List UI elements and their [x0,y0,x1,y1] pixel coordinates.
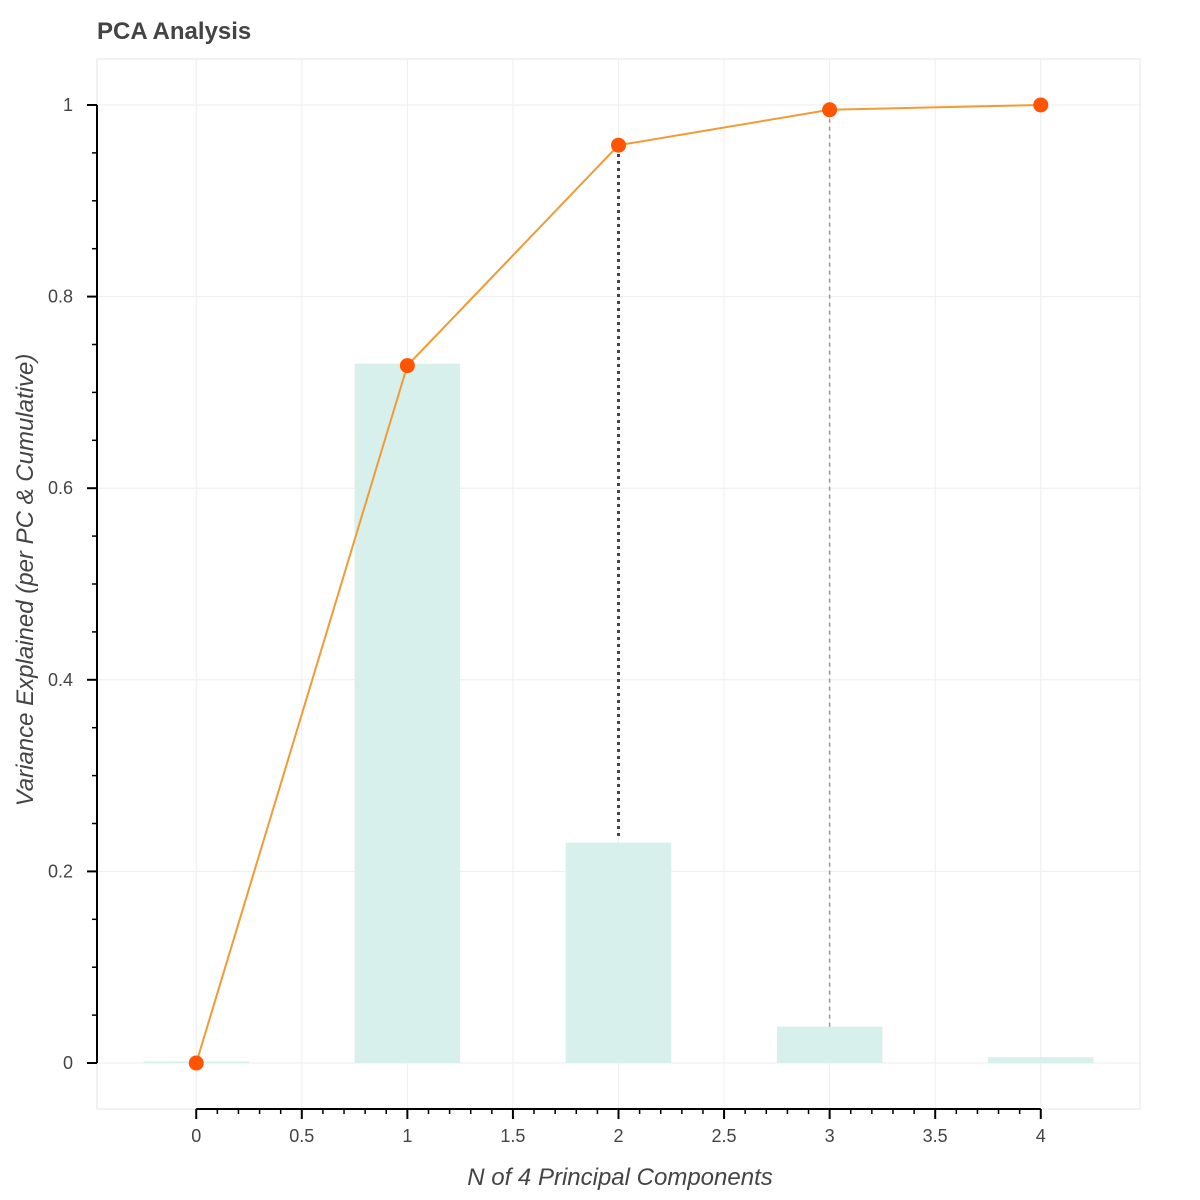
y-tick-label: 0 [63,1053,73,1073]
data-point [611,137,626,153]
x-axis: 0 0.5 1 1.5 2 2.5 3 3.5 4 [191,1108,1046,1146]
x-tick-label: 3 [825,1126,835,1146]
cumulative-line-series [188,97,1049,1071]
x-tick-label: 2 [613,1126,623,1146]
x-tick-label: 1 [402,1126,412,1146]
x-tick-label: 3.5 [923,1126,948,1146]
y-axis: 0 0.2 0.4 0.6 0.8 1 [48,95,98,1073]
chart-title: PCA Analysis [97,18,252,45]
x-tick-label: 1.5 [500,1126,525,1146]
bar-series [143,363,1094,1064]
data-point [399,358,415,374]
x-tick-label: 4 [1036,1126,1046,1146]
y-tick-label: 0.8 [48,287,73,307]
data-point [822,102,838,118]
x-tick-label: 2.5 [712,1126,737,1146]
x-tick-label: 0.5 [289,1126,314,1146]
y-axis-label: Variance Explained (per PC & Cumulative) [12,354,39,807]
guide-lines [617,109,831,1027]
bar [565,842,672,1064]
y-tick-label: 0.6 [48,478,73,498]
x-axis-label: N of 4 Principal Components [467,1164,772,1191]
bar [354,363,461,1064]
bar [987,1057,1094,1064]
y-tick-label: 0.2 [48,861,73,881]
data-point [188,1055,204,1071]
data-point [1033,97,1049,113]
y-tick-label: 1 [63,95,73,115]
y-tick-label: 0.4 [48,670,73,690]
x-tick-label: 0 [191,1126,201,1146]
bar [776,1026,883,1064]
